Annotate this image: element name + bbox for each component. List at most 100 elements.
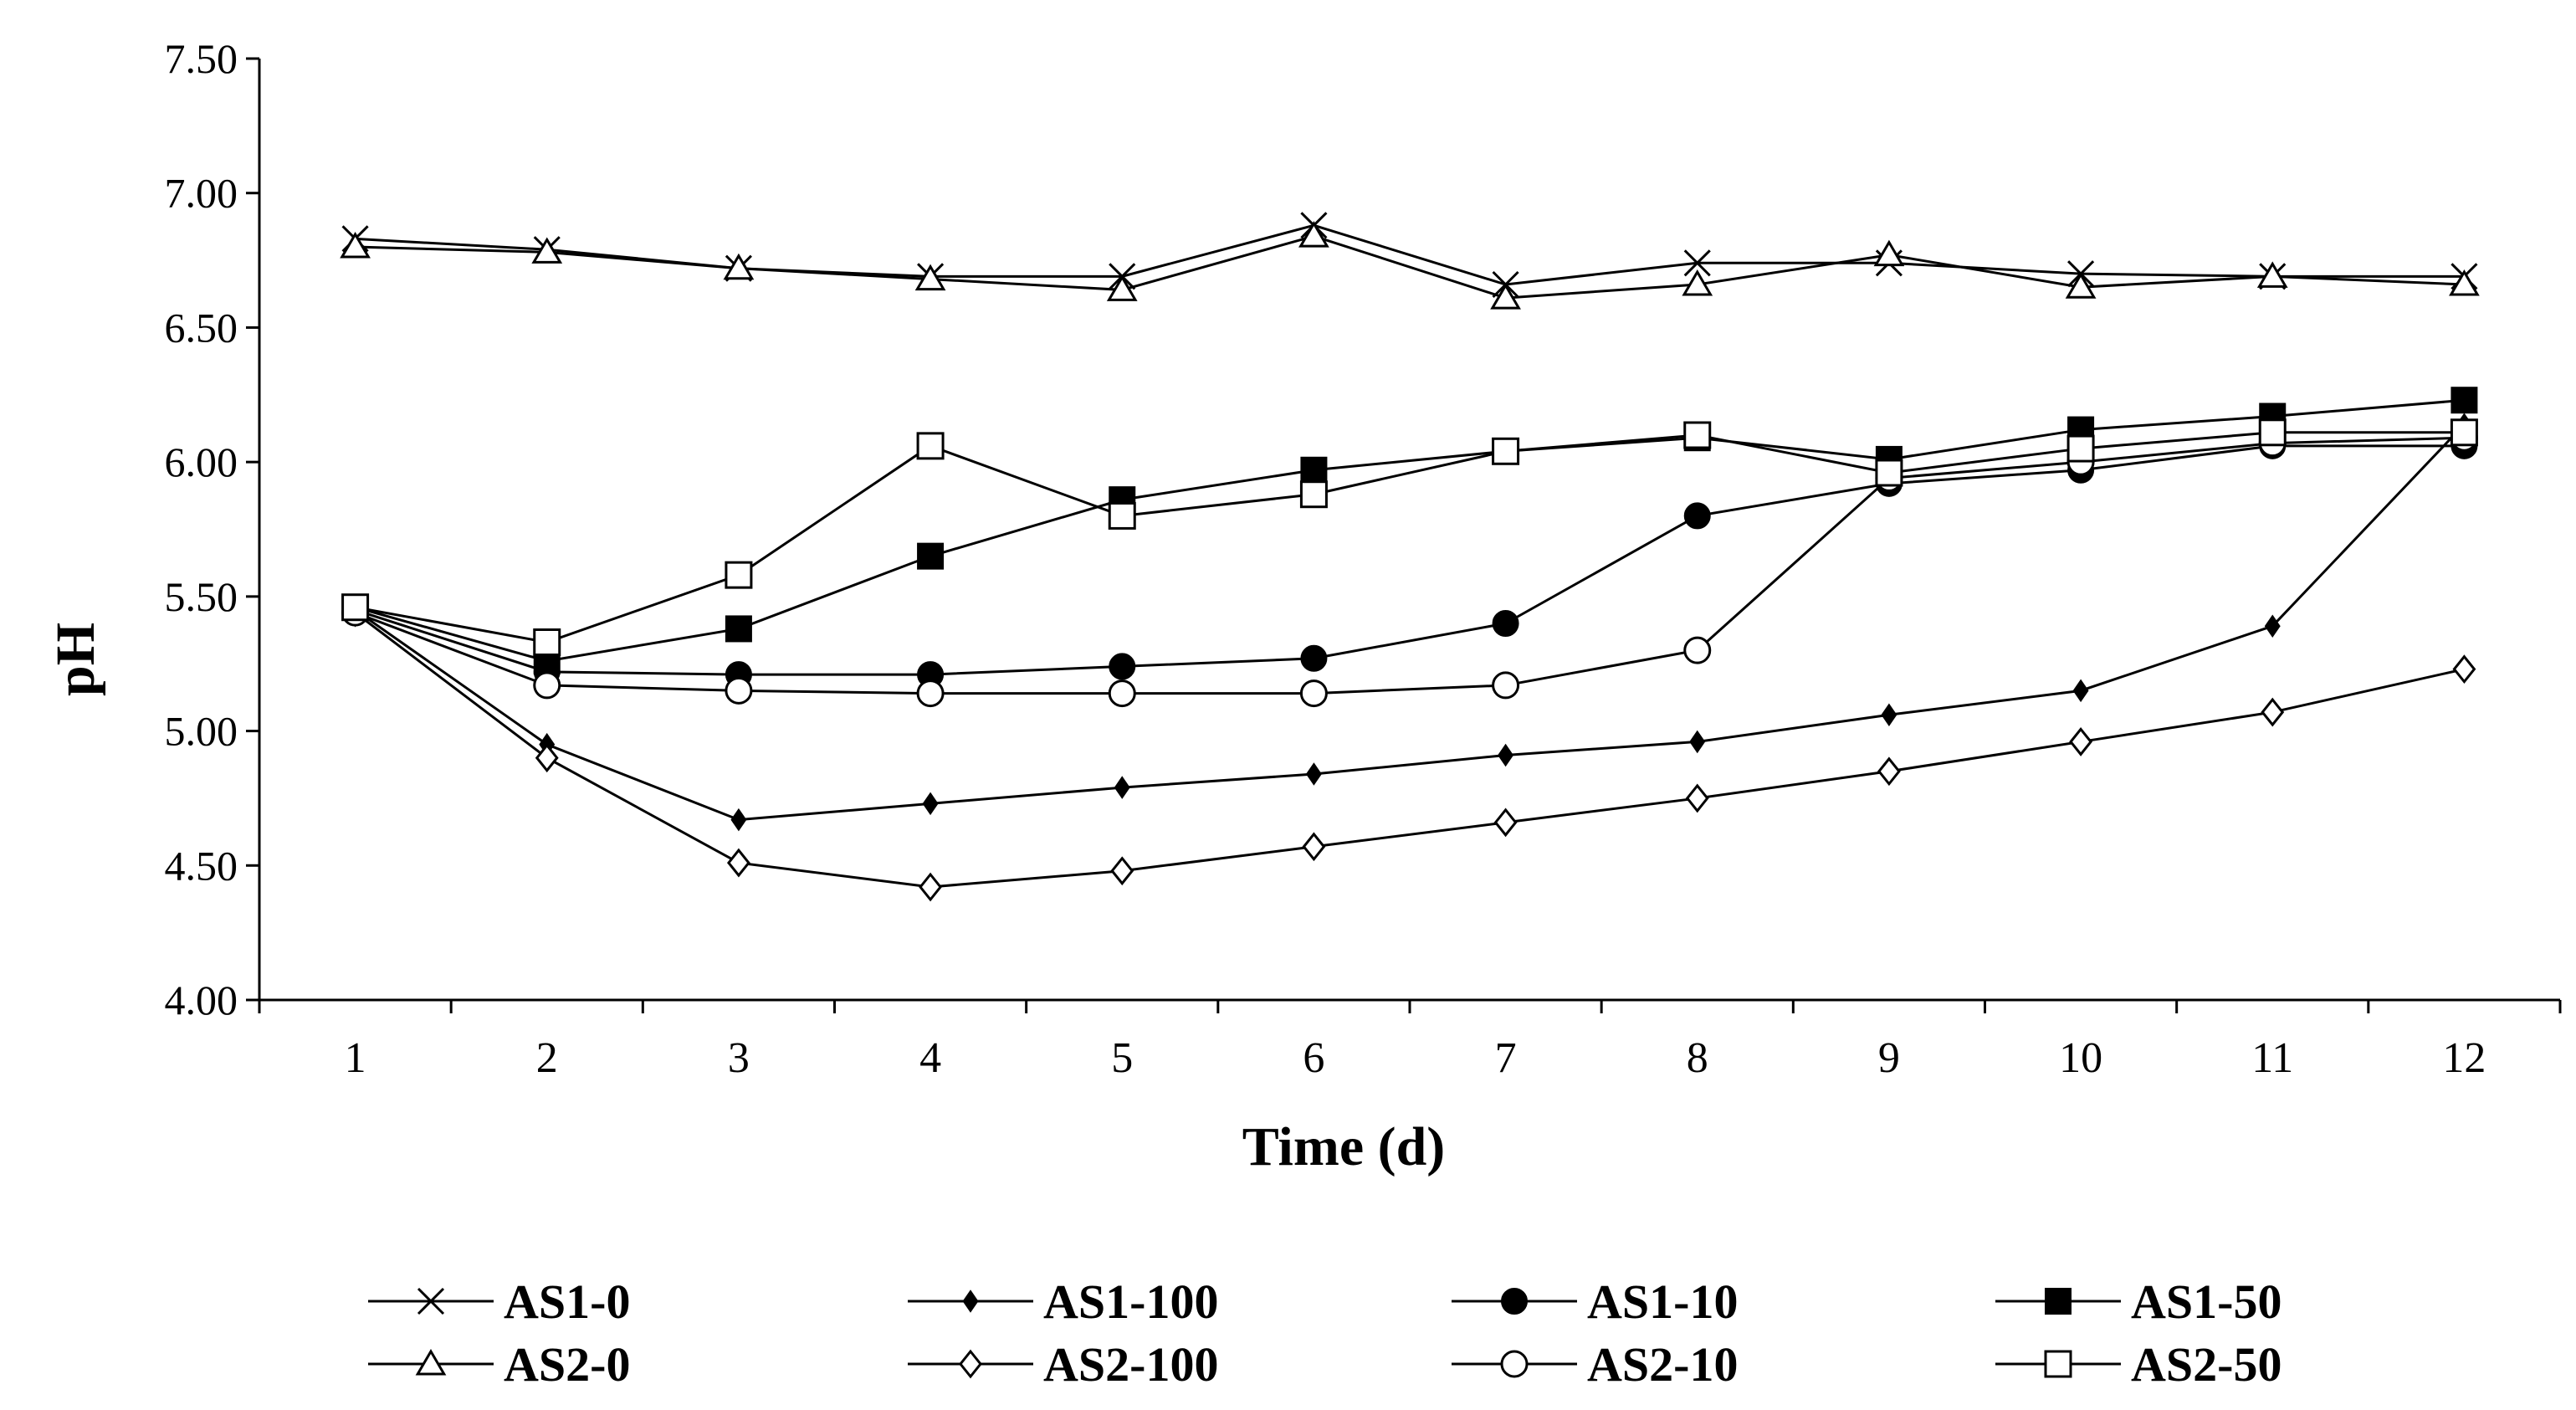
y-tick-label: 5.00 xyxy=(165,708,238,755)
data-point-as1-100 xyxy=(2072,679,2089,703)
data-point-as1-100 xyxy=(730,808,747,832)
series-line-as2-100 xyxy=(354,611,2465,889)
legend-item-as2-10: AS2-10 xyxy=(1452,1337,1738,1392)
data-point-as2-0 xyxy=(1873,239,1905,267)
data-point-as2-10 xyxy=(533,671,561,700)
data-point-as2-50 xyxy=(916,432,945,460)
series-markers-as1-10 xyxy=(341,432,2478,689)
x-tick-label: 3 xyxy=(728,1034,750,1082)
data-point-as2-50 xyxy=(1492,437,1520,465)
data-point-as1-50 xyxy=(725,615,752,643)
data-point-as2-10 xyxy=(916,679,945,708)
x-tick-label: 2 xyxy=(536,1034,558,1082)
legend-marker-as2-10 xyxy=(1500,1350,1529,1378)
y-tick-label: 7.00 xyxy=(165,170,238,217)
data-point-as2-0 xyxy=(340,232,371,259)
data-point-as2-100 xyxy=(2452,654,2476,684)
legend-marker-as2-100 xyxy=(959,1349,982,1379)
legend-marker-as1-10 xyxy=(1501,1288,1528,1315)
chart-legend: AS1-0 AS1-100 AS1-10 AS1-50 AS2-0 AS2-100 AS2-… xyxy=(368,1274,2282,1392)
legend-label: AS1-0 xyxy=(504,1274,630,1329)
legend-label: AS1-50 xyxy=(2131,1274,2282,1329)
data-point-as2-0 xyxy=(1682,269,1713,296)
data-point-as1-10 xyxy=(1300,644,1328,672)
data-point-as2-100 xyxy=(919,872,943,902)
legend-marker-as2-50 xyxy=(2044,1350,2072,1378)
series-line-as2-0 xyxy=(355,234,2465,300)
x-tick-label: 7 xyxy=(1495,1034,1517,1082)
legend-label: AS2-0 xyxy=(504,1337,630,1392)
data-point-as2-0 xyxy=(2256,261,2288,288)
series-markers-as2-50 xyxy=(341,418,2478,656)
legend-item-as2-100: AS2-100 xyxy=(908,1337,1218,1392)
legend-marker-as1-0 xyxy=(417,1287,445,1315)
data-point-as2-50 xyxy=(1299,480,1328,509)
data-point-as2-50 xyxy=(533,628,561,656)
data-point-as1-100 xyxy=(1114,776,1130,799)
data-point-as2-50 xyxy=(1683,421,1712,449)
data-point-as1-10 xyxy=(1683,502,1711,530)
series-line-as1-10 xyxy=(355,444,2465,676)
legend-item-as2-50: AS2-50 xyxy=(1995,1337,2282,1392)
data-point-as2-0 xyxy=(2065,272,2097,299)
legend-item-as2-0: AS2-0 xyxy=(368,1337,630,1392)
data-point-as2-0 xyxy=(1490,283,1521,310)
data-point-as2-0 xyxy=(1106,274,1138,301)
x-tick-label: 4 xyxy=(919,1034,941,1082)
data-point-as2-50 xyxy=(2258,418,2287,447)
legend-item-as1-50: AS1-50 xyxy=(1995,1274,2282,1329)
legend-label: AS2-50 xyxy=(2131,1337,2282,1392)
x-tick-label: 9 xyxy=(1878,1034,1900,1082)
data-point-as1-50 xyxy=(1300,456,1328,484)
data-point-as2-100 xyxy=(2261,697,2285,727)
series-line-as1-100 xyxy=(354,423,2466,822)
legend-item-as1-100: AS1-100 xyxy=(908,1274,1218,1329)
x-axis-label: Time (d) xyxy=(1242,1116,1446,1177)
series-markers-as2-100 xyxy=(343,597,2476,902)
data-point-as2-100 xyxy=(1110,856,1134,886)
data-point-as2-50 xyxy=(1875,459,1903,487)
legend-item-as1-0: AS1-0 xyxy=(368,1274,630,1329)
legend-marker-as2-0 xyxy=(415,1349,447,1376)
data-point-as1-100 xyxy=(922,792,939,816)
data-point-as2-50 xyxy=(2450,418,2478,447)
data-point-as2-0 xyxy=(723,253,755,280)
data-point-as2-0 xyxy=(531,237,563,264)
y-tick-label: 6.50 xyxy=(165,304,238,351)
series-markers-as2-0 xyxy=(340,221,2480,310)
x-tick-label: 11 xyxy=(2251,1034,2293,1082)
y-tick-label: 4.50 xyxy=(165,842,238,889)
series-markers-as1-50 xyxy=(341,387,2478,674)
data-point-as1-100 xyxy=(2264,614,2281,638)
y-tick-label: 4.00 xyxy=(165,977,238,1023)
legend-label: AS1-10 xyxy=(1587,1274,1738,1329)
legend-marker-as1-50 xyxy=(2045,1288,2072,1315)
series-line-as1-50 xyxy=(355,398,2465,663)
data-point-as1-100 xyxy=(1881,703,1897,727)
legend-marker-as1-100 xyxy=(962,1290,979,1313)
x-tick-label: 8 xyxy=(1687,1034,1708,1082)
chart-series-markers xyxy=(340,212,2480,902)
y-tick-label: 7.50 xyxy=(165,35,238,82)
data-point-as1-100 xyxy=(1689,730,1706,754)
data-point-as2-100 xyxy=(1493,808,1518,838)
y-tick-label: 6.00 xyxy=(165,438,238,485)
data-point-as2-100 xyxy=(535,743,559,773)
data-point-as1-100 xyxy=(1305,762,1322,786)
legend-label: AS2-100 xyxy=(1043,1337,1218,1392)
chart-axes: 4.004.505.005.506.006.507.007.501 2 3 4 5 6 7 8… xyxy=(165,35,2562,1082)
data-point-as2-50 xyxy=(725,561,753,589)
data-point-as2-10 xyxy=(1299,679,1328,708)
x-tick-label: 6 xyxy=(1303,1034,1324,1082)
data-point-as2-50 xyxy=(2066,434,2095,463)
data-point-as1-10 xyxy=(1492,610,1519,637)
data-point-as2-100 xyxy=(1302,832,1326,862)
y-axis-label: pH xyxy=(45,623,106,696)
data-point-as2-100 xyxy=(1877,756,1901,787)
data-point-as1-0 xyxy=(1683,249,1711,277)
data-point-as2-50 xyxy=(1108,501,1136,530)
x-tick-label: 10 xyxy=(2059,1034,2102,1082)
data-point-as2-0 xyxy=(914,264,946,291)
legend-label: AS2-10 xyxy=(1587,1337,1738,1392)
